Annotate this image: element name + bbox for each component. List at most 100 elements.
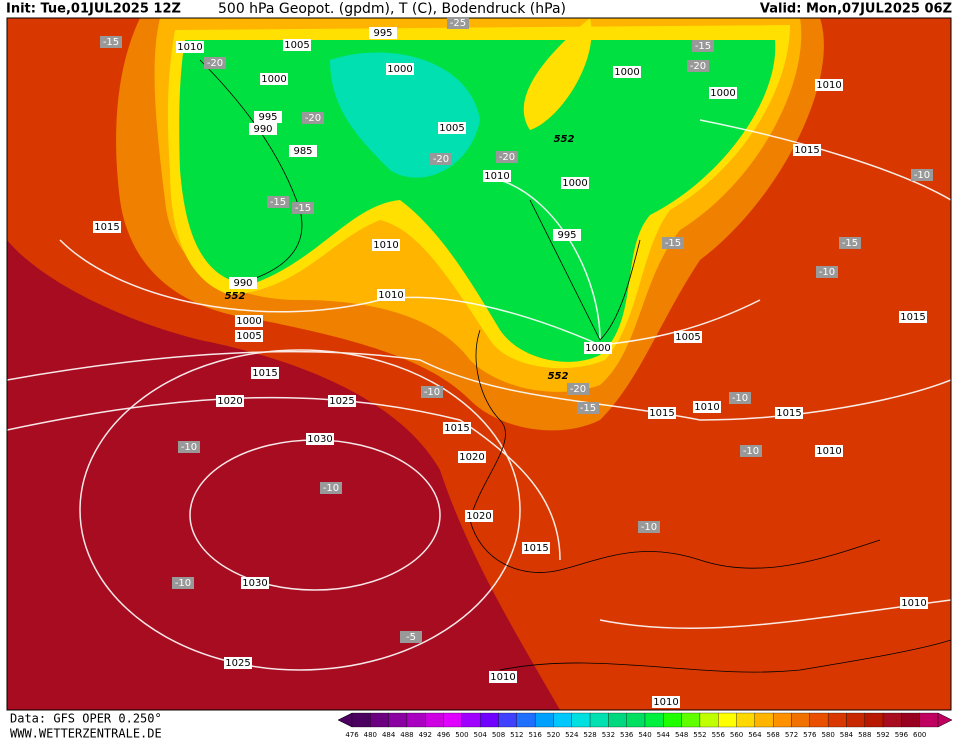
temperature-label-box <box>816 266 838 278</box>
temperature-label-box <box>302 112 324 124</box>
isobar-label: 1000 <box>614 67 639 78</box>
colorbar-cell <box>571 712 591 728</box>
temperature-label: -10 <box>914 170 930 181</box>
temperature-label: -15 <box>695 41 711 52</box>
temperature-label-box <box>638 521 660 533</box>
colorbar-label: 544 <box>657 731 671 739</box>
temperature-label-box <box>577 402 599 414</box>
temperature-label: -20 <box>570 384 586 395</box>
isobar-label-box <box>372 239 400 251</box>
temperature-label: -25 <box>450 18 466 29</box>
temperature-label: -15 <box>103 37 119 48</box>
temperature-label-box <box>729 392 751 404</box>
isobar-label: 1010 <box>653 697 678 708</box>
isobar-label-box <box>249 123 277 135</box>
colorbar-arrow-right <box>937 712 953 728</box>
colorbar-cell <box>882 712 902 728</box>
isobar-label: 995 <box>373 28 392 39</box>
temperature-label: -10 <box>175 578 191 589</box>
isobar-label-box <box>254 111 282 123</box>
colorbar-label: 492 <box>419 731 432 739</box>
isobar-label-box <box>235 315 263 327</box>
colorbar-label: 508 <box>492 731 505 739</box>
colorbar-cell <box>553 712 572 728</box>
isobar-label: 1015 <box>649 408 674 419</box>
colorbar-label: 540 <box>638 731 651 739</box>
isobar-label: 1015 <box>794 145 819 156</box>
isobar-label-box <box>648 407 676 419</box>
isobar-label-box <box>561 177 589 189</box>
temperature-label: -10 <box>323 483 339 494</box>
isobar-label-box <box>443 422 471 434</box>
isobar-label: 990 <box>233 278 252 289</box>
temperature-label-box <box>496 151 518 163</box>
colorbar-cell <box>351 712 371 728</box>
isobar-label: 1005 <box>675 332 700 343</box>
colorbar-label: 584 <box>840 731 854 739</box>
temperature-label-box <box>204 57 226 69</box>
temperature-label-box <box>567 383 589 395</box>
isobar-label-box <box>377 289 405 301</box>
isobar-label-box <box>815 445 843 457</box>
isobar-label-box <box>93 221 121 233</box>
isobar-label-box <box>216 395 244 407</box>
temperature-label-box <box>740 445 762 457</box>
isobar-label: 1010 <box>816 80 841 91</box>
map <box>7 18 951 710</box>
temperature-label: -10 <box>424 387 440 398</box>
isobar-label: 1020 <box>466 511 491 522</box>
colorbar-label: 560 <box>730 731 743 739</box>
isobar-label-box <box>235 330 263 342</box>
isobar-label-box <box>328 395 356 407</box>
isobar-label-box <box>224 657 252 669</box>
isobar-label-box <box>369 27 397 39</box>
colorbar-cell <box>736 712 756 728</box>
isobar-label: 1015 <box>94 222 119 233</box>
colorbar-label: 488 <box>400 731 413 739</box>
colorbar-label: 520 <box>547 731 560 739</box>
isobar-label-box <box>386 63 414 75</box>
temperature-label-box <box>292 202 314 214</box>
isobar-label: 1010 <box>490 672 515 683</box>
temperature-label: -10 <box>819 267 835 278</box>
colorbar-cell <box>773 712 792 728</box>
isobar-label-box <box>438 122 466 134</box>
isobar-label-box <box>483 170 511 182</box>
isobar-label: 1015 <box>523 543 548 554</box>
colorbar-cell <box>827 712 847 728</box>
isobar-label-box <box>793 144 821 156</box>
isobar-label-box <box>584 342 612 354</box>
colorbar-cell <box>498 712 517 728</box>
isobar-label-box <box>613 66 641 78</box>
temperature-label-box <box>662 237 684 249</box>
isobar-label: 990 <box>253 124 272 135</box>
colorbar-cell <box>809 712 829 728</box>
isobar-label: 1005 <box>236 331 261 342</box>
colorbar: 476 480 484 488 492 496 500 504 508 512 516 520 524 5… <box>337 712 953 739</box>
colorbar-label: 504 <box>474 731 488 739</box>
colorbar-label: 568 <box>767 731 780 739</box>
contour-label: 552 <box>554 134 575 145</box>
temperature-label-box <box>692 40 714 52</box>
isobar-label: 1025 <box>329 396 354 407</box>
colorbar-cell <box>718 712 737 728</box>
colorbar-cell <box>388 712 408 728</box>
temperature-label-box <box>687 60 709 72</box>
isobar-label: 1015 <box>776 408 801 419</box>
colorbar-label: 528 <box>583 731 596 739</box>
isobar-label: 1020 <box>217 396 242 407</box>
colorbar-label: 516 <box>528 731 542 739</box>
field-yellow-ridge <box>523 18 592 130</box>
isobar-label-box <box>251 367 279 379</box>
temperature-label-box <box>178 441 200 453</box>
labels: 1010 100599510001000995990985100510101000… <box>93 17 933 708</box>
field-cyan <box>330 52 480 178</box>
colorbar-label: 572 <box>785 731 798 739</box>
temperature-label-box <box>172 577 194 589</box>
colorbar-label: 576 <box>803 731 817 739</box>
isobar-label: 1010 <box>373 240 398 251</box>
isobar-label: 1015 <box>444 423 469 434</box>
isobar-label: 1010 <box>816 446 841 457</box>
temperature-label: -15 <box>580 403 596 414</box>
temperature-label-box <box>447 17 469 29</box>
